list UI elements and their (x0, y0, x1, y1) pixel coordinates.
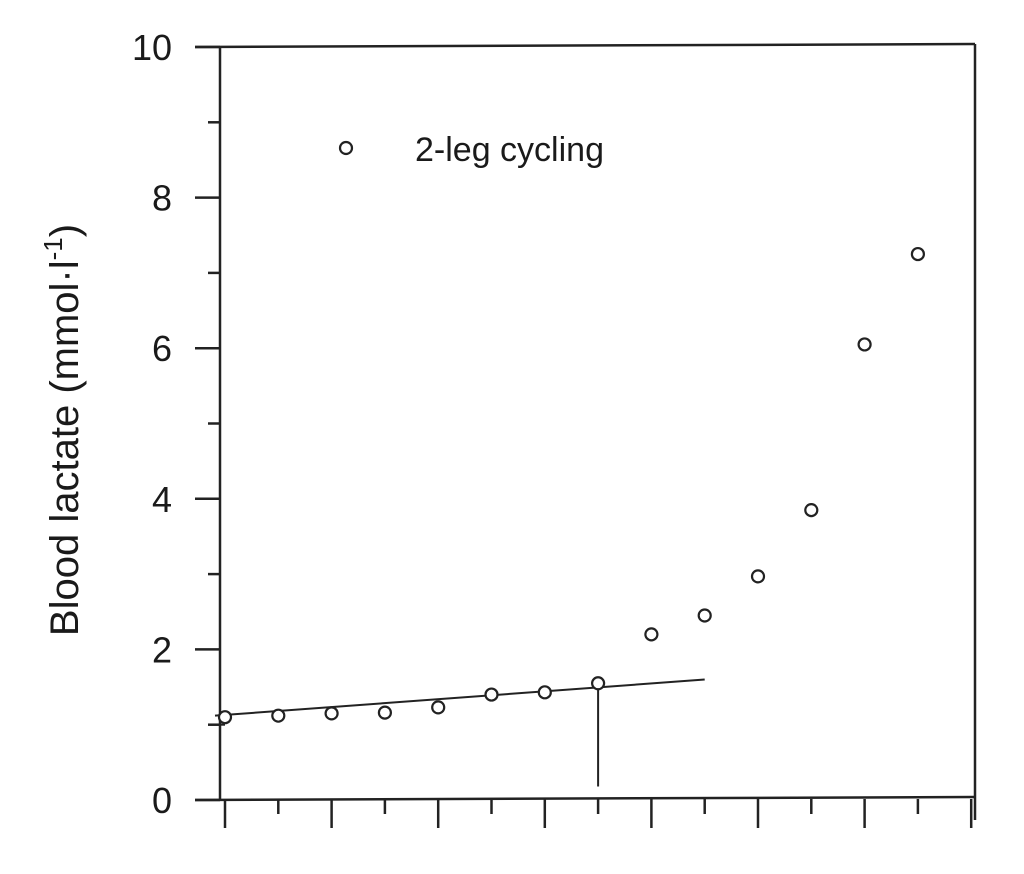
y-tick-label: 8 (152, 178, 172, 219)
data-point (377, 705, 392, 720)
y-tick-label: 2 (152, 629, 172, 670)
legend-label: 2-leg cycling (415, 131, 604, 169)
data-point (857, 337, 872, 352)
data-point (484, 687, 499, 702)
data-point (590, 676, 606, 691)
y-axis-title-close: ) (43, 224, 87, 237)
frame-bottom (194, 795, 976, 802)
data-point (910, 246, 926, 262)
y-axis-title-superscript: -1 (38, 237, 68, 260)
y-tick-label: 10 (132, 27, 172, 68)
y-tick-label: 0 (152, 780, 172, 821)
data-point (750, 569, 766, 584)
data-point (431, 700, 446, 715)
data-point (537, 685, 552, 700)
fit-line-group (210, 678, 705, 787)
frame-top (194, 42, 976, 49)
legend: 2-leg cycling (338, 131, 604, 169)
data-points (217, 246, 926, 725)
data-point (697, 608, 712, 623)
y-axis-title: Blood lactate (mmol·l-1) (38, 224, 87, 636)
baseline-fit-line (214, 678, 705, 717)
y-tick-label: 6 (152, 328, 172, 369)
data-point (217, 710, 233, 725)
y-axis-ticks: 0 2 4 6 8 10 (132, 27, 220, 821)
data-point (271, 708, 286, 723)
legend-marker (338, 140, 354, 156)
data-point (324, 706, 339, 721)
y-axis-title-main: Blood lactate (mmol·l (43, 260, 87, 636)
data-point (644, 627, 659, 642)
y-tick-label: 4 (152, 479, 172, 520)
data-point (804, 502, 819, 518)
x-axis-ticks (223, 799, 973, 828)
